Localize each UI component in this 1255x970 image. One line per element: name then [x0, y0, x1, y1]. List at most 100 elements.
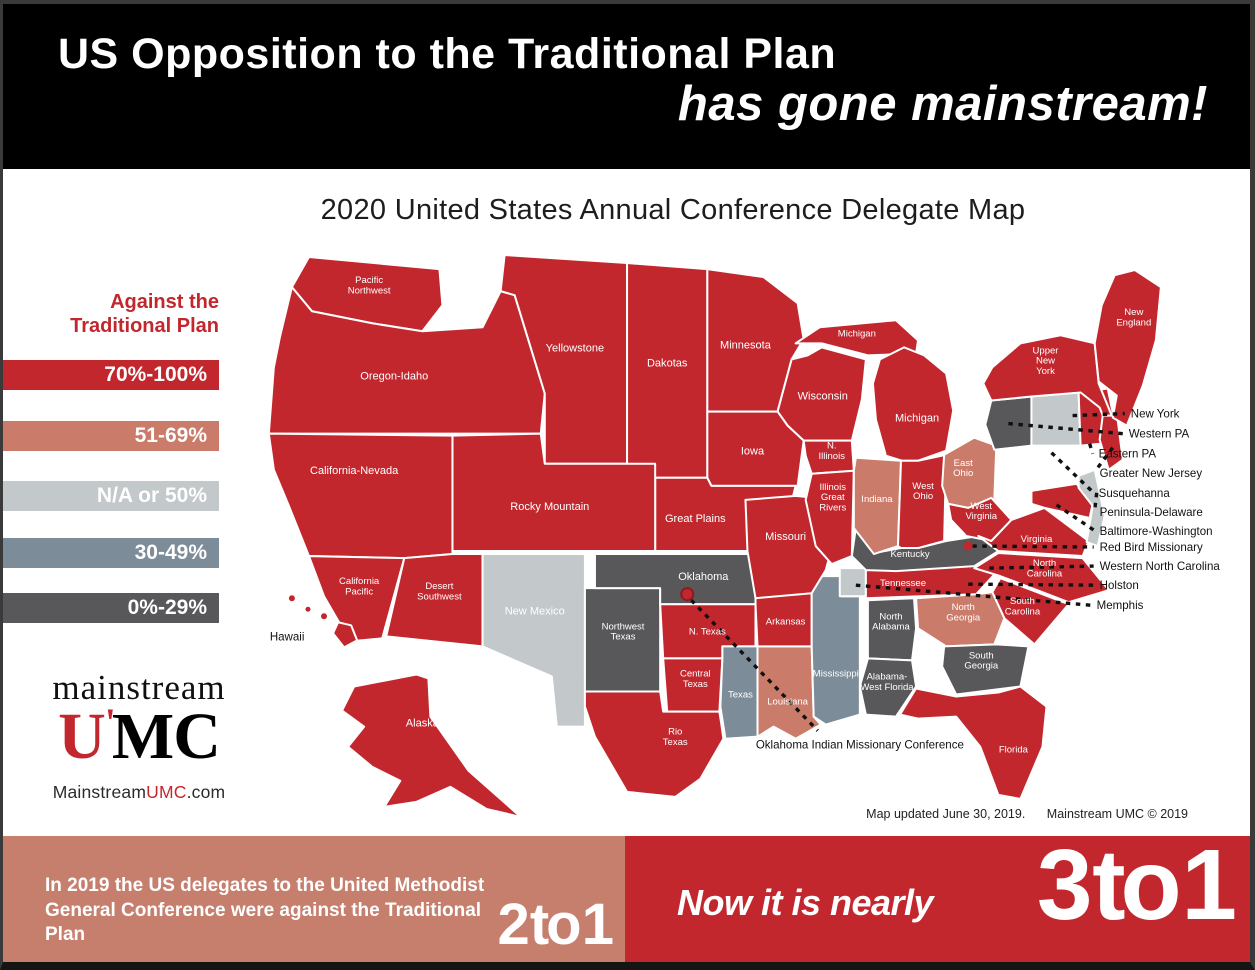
region-california-nevada — [267, 432, 454, 560]
legend-label: 30-49% — [134, 541, 207, 564]
logo-umc: U'MC — [51, 703, 227, 770]
label-tennessee: Tennessee — [880, 578, 926, 589]
label-texas: Texas — [728, 690, 753, 701]
legend-item-0-29: 0%-29% — [3, 593, 219, 623]
legend-label: 0%-29% — [127, 596, 207, 619]
callout-holston: Holston — [1100, 580, 1139, 592]
banner-right: Now it is nearly 3 to 1 — [625, 829, 1250, 962]
logo-mc: MC — [111, 700, 221, 773]
label-central-texas: Central Texas — [680, 668, 711, 689]
label-new-mexico: New Mexico — [505, 605, 565, 617]
label-wisconsin: Wisconsin — [798, 391, 848, 403]
region-south-carolina — [991, 577, 1070, 646]
mainstream-umc-logo: mainstream U'MC MainstreamUMC.com — [51, 670, 227, 803]
map-svg: Pacific Northwest Oregon-Idaho Yellowston… — [267, 254, 1221, 818]
header-subtitle: has gone mainstream! — [677, 77, 1208, 131]
oklahoma-indian-missionary-dot — [680, 587, 695, 602]
callout-red-bird-missionary: Red Bird Missionary — [1100, 542, 1203, 554]
callout-susquehanna: Susquehanna — [1099, 488, 1171, 500]
callout-baltimore-washington: Baltimore-Washington — [1100, 526, 1213, 538]
label-mississippi: Mississippi — [813, 668, 859, 679]
callout-western-pa: Western PA — [1129, 429, 1190, 441]
region-alabama-west-florida — [858, 657, 918, 718]
region-west-ohio — [896, 453, 948, 550]
label-illinois-great-rivers: Illinois Great Rivers — [819, 482, 846, 514]
callout-greater-new-jersey: Greater New Jersey — [1100, 468, 1203, 480]
region-new-mexico — [481, 553, 586, 728]
callout-new-york: New York — [1131, 409, 1180, 421]
label-kentucky: Kentucky — [890, 549, 929, 560]
logo-apostrophe: ' — [104, 700, 116, 745]
pointer-western-north-carolina — [989, 564, 1094, 570]
region-michigan — [871, 346, 955, 462]
callout-memphis: Memphis — [1097, 600, 1144, 612]
pointer-oimc — [690, 599, 819, 732]
logo-u: U — [58, 700, 106, 773]
region-western-pa — [984, 395, 1033, 451]
legend-title-line1: Against the — [110, 291, 219, 313]
label-hawaii: Hawaii — [270, 631, 305, 643]
label-east-ohio: East Ohio — [953, 458, 973, 479]
red-bird-missionary-dot — [963, 541, 973, 551]
legend-label: 70%-100% — [104, 363, 207, 386]
nyc-region-mark — [1081, 419, 1096, 432]
banner-left-ratio: 2 to 1 — [497, 892, 614, 957]
map-updated-note: Map updated June 30, 2019. — [866, 807, 1026, 821]
label-rocky-mountain: Rocky Mountain — [510, 501, 589, 513]
logo-website-link[interactable]: MainstreamUMC.com — [51, 782, 227, 803]
label-iowa: Iowa — [741, 446, 765, 458]
logo-wordmark: mainstream — [52, 668, 226, 707]
region-memphis — [838, 567, 867, 598]
label-arkansas: Arkansas — [766, 616, 806, 627]
legend-item-51-69: 51-69% — [3, 421, 219, 451]
label-northwest-texas: Northwest Texas — [602, 621, 645, 642]
region-dakotas — [626, 262, 709, 479]
banner-left-text: In 2019 the US delegates to the United M… — [45, 875, 485, 946]
label-oklahoma: Oklahoma — [678, 571, 729, 583]
region-california-pacific — [307, 555, 406, 643]
label-michigan: Michigan — [895, 413, 939, 425]
legend-item-70-100: 70%-100% — [3, 360, 219, 390]
legend-title: Against the Traditional Plan — [3, 290, 219, 338]
region-peninsula-delaware — [1077, 468, 1106, 548]
region-upper-new-york — [982, 334, 1113, 417]
label-desert-southwest: Desert Southwest — [417, 581, 462, 602]
region-virginia — [977, 506, 1090, 558]
label-upper-new-york: Upper New York — [1033, 345, 1060, 377]
region-florida — [898, 685, 1048, 800]
label-missouri: Missouri — [765, 531, 806, 543]
label-north-alabama: North Alabama — [872, 611, 910, 632]
label-great-plains: Great Plains — [665, 513, 726, 525]
label-indiana: Indiana — [861, 494, 893, 505]
region-new-england — [1093, 269, 1162, 427]
label-oimc: Oklahoma Indian Missionary Conference — [756, 740, 964, 752]
pointer-baltimore-washington — [1055, 503, 1095, 532]
footer-note: Map updated June 30, 2019. Mainstream UM… — [848, 807, 1188, 821]
label-minnesota: Minnesota — [720, 339, 772, 351]
banner-right-prefix: Now it is nearly — [677, 882, 934, 923]
header-title: US Opposition to the Traditional Plan — [58, 30, 837, 78]
pointer-eastern-pa — [1088, 443, 1095, 455]
label-california-pacific: California Pacific — [339, 576, 380, 597]
legend-item-na-50: N/A or 50% — [3, 481, 219, 511]
callout-western-north-carolina: Western North Carolina — [1100, 561, 1221, 573]
label-pacific-northwest: Pacific Northwest — [348, 275, 391, 296]
label-south-georgia: South Georgia — [964, 650, 999, 671]
label-yellowstone: Yellowstone — [546, 342, 604, 354]
label-virginia: Virginia — [1021, 534, 1053, 545]
label-dakotas: Dakotas — [647, 357, 688, 369]
banner-left: In 2019 the US delegates to the United M… — [3, 836, 625, 962]
callout-peninsula-delaware: Peninsula-Delaware — [1100, 507, 1203, 519]
region-michigan-upper-peninsula — [794, 319, 920, 357]
label-northern-illinois: N. Illinois — [819, 441, 846, 462]
label-new-england: New England — [1116, 307, 1151, 328]
label-oregon-idaho: Oregon-Idaho — [360, 370, 428, 382]
us-conference-map: Pacific Northwest Oregon-Idaho Yellowston… — [253, 247, 1250, 829]
region-north-carolina — [973, 552, 1110, 604]
callout-lines — [690, 411, 1125, 732]
pointer-red-bird-missionary — [972, 544, 1094, 549]
label-florida: Florida — [999, 745, 1029, 756]
legend-label: N/A or 50% — [96, 484, 207, 507]
site-mid: UMC — [146, 781, 187, 802]
